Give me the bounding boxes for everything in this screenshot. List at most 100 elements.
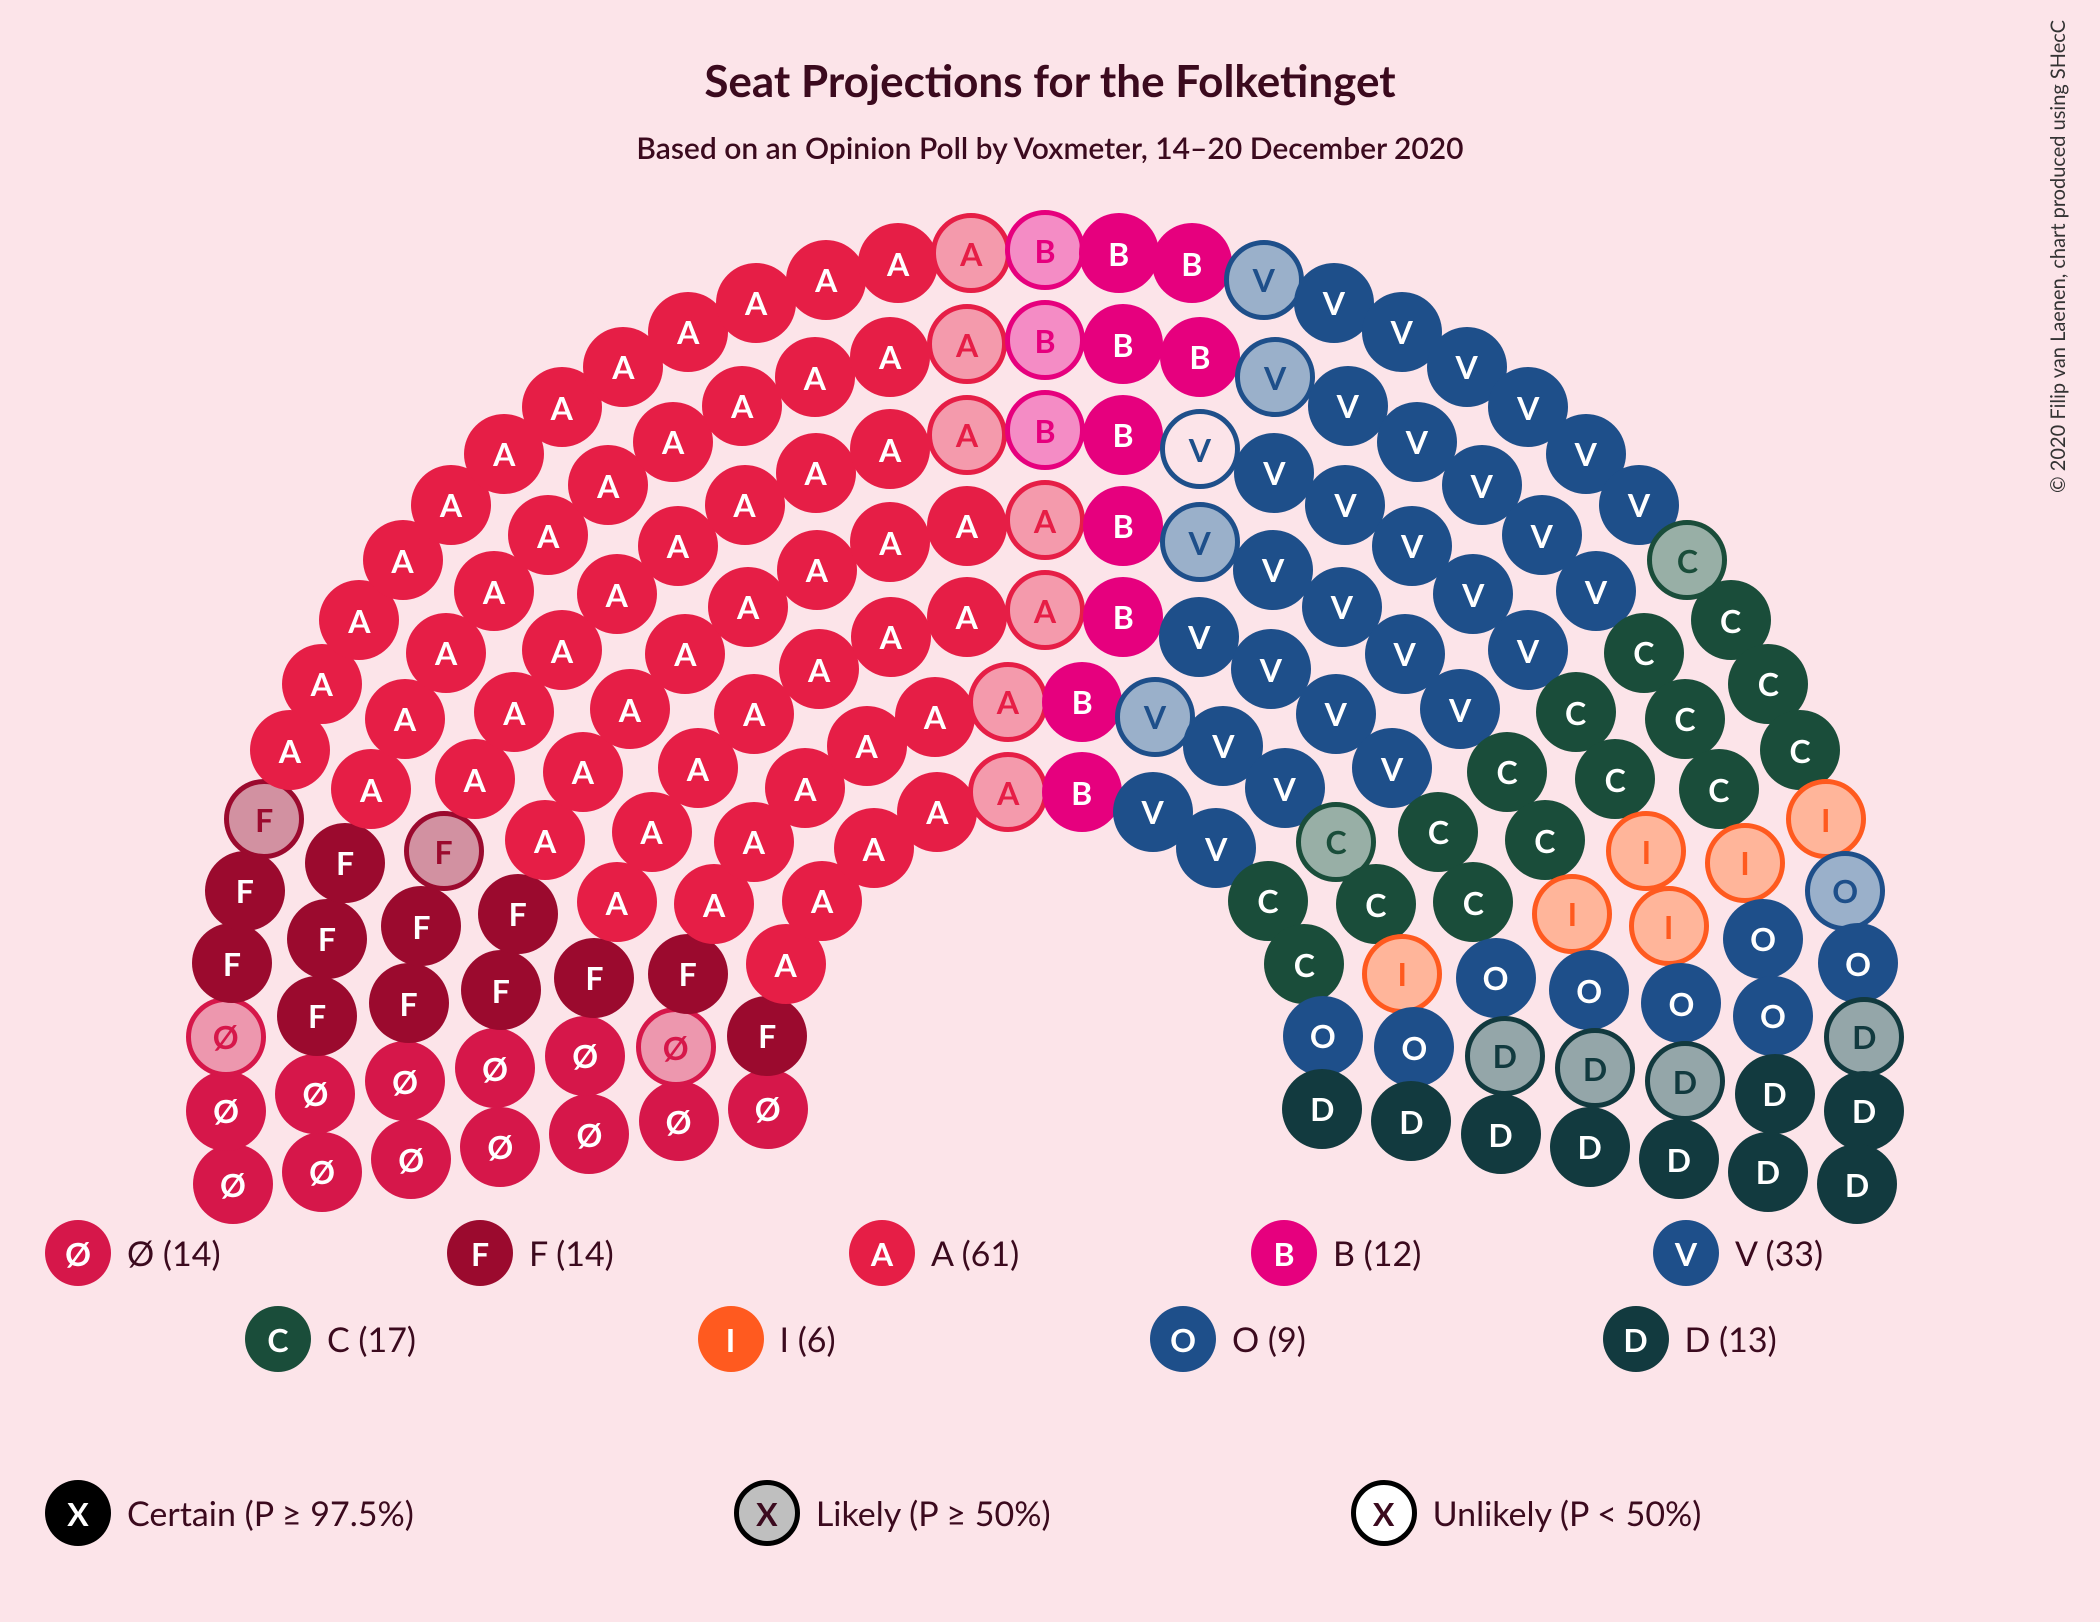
seat: F bbox=[287, 899, 367, 979]
prob-legend-swatch: X bbox=[734, 1480, 800, 1546]
seat: D bbox=[1645, 1041, 1725, 1121]
seat: A bbox=[858, 223, 938, 303]
legend-item: I I (6) bbox=[698, 1306, 1091, 1372]
seat: B bbox=[1083, 395, 1163, 475]
legend-label: I (6) bbox=[780, 1319, 836, 1360]
seat: C bbox=[1575, 739, 1655, 819]
seat: F bbox=[478, 874, 558, 954]
seat: I bbox=[1629, 886, 1709, 966]
credit-text: © 2020 Filip van Laenen, chart produced … bbox=[2046, 20, 2070, 493]
legend-label: O (9) bbox=[1232, 1319, 1306, 1360]
legend-row: CC (17) I I (6) O O (9) DD (13) bbox=[45, 1306, 2055, 1372]
seat: A bbox=[927, 577, 1007, 657]
seat: Ø bbox=[186, 997, 266, 1077]
seat: D bbox=[1282, 1069, 1362, 1149]
chart-title: Seat Projections for the Folketinget bbox=[0, 55, 2100, 107]
seat: A bbox=[633, 402, 713, 482]
seat: B bbox=[1042, 752, 1122, 832]
seat: O bbox=[1641, 963, 1721, 1043]
seat: F bbox=[205, 851, 285, 931]
legend-label: D (13) bbox=[1685, 1319, 1777, 1360]
seat: A bbox=[777, 530, 857, 610]
seat: Ø bbox=[549, 1094, 629, 1174]
seat: C bbox=[1398, 792, 1478, 872]
legend-item: O O (9) bbox=[1150, 1306, 1543, 1372]
legend-item: ØØ (14) bbox=[45, 1220, 387, 1286]
seat: C bbox=[1645, 679, 1725, 759]
seat: F bbox=[192, 923, 272, 1003]
seat: D bbox=[1550, 1107, 1630, 1187]
seat: V bbox=[1160, 502, 1240, 582]
hemicycle: ØØØØØØØØØØØØØØFFFFFFFFFFFFFFAAAAAAAAAAAA… bbox=[45, 200, 2045, 1100]
seat: I bbox=[1362, 934, 1442, 1014]
seat: F bbox=[554, 938, 634, 1018]
seat: A bbox=[850, 502, 930, 582]
legend-swatch: I bbox=[698, 1306, 764, 1372]
seat: A bbox=[850, 317, 930, 397]
seat: A bbox=[927, 395, 1007, 475]
legend-row: ØØ (14)FF (14)AA (61)BB (12)VV (33) bbox=[45, 1220, 2055, 1286]
seat: Ø bbox=[193, 1144, 273, 1224]
seat: C bbox=[1505, 800, 1585, 880]
seat: B bbox=[1083, 486, 1163, 566]
seat: D bbox=[1371, 1081, 1451, 1161]
seat: Ø bbox=[186, 1071, 266, 1151]
seat: D bbox=[1639, 1119, 1719, 1199]
seat: C bbox=[1467, 732, 1547, 812]
seat: D bbox=[1465, 1016, 1545, 1096]
legend-item: F F (14) bbox=[447, 1220, 789, 1286]
seat: B bbox=[1005, 300, 1085, 380]
seat: A bbox=[1005, 480, 1085, 560]
seat: Ø bbox=[371, 1119, 451, 1199]
seat: O bbox=[1805, 851, 1885, 931]
legend-swatch: O bbox=[1150, 1306, 1216, 1372]
seat: F bbox=[305, 823, 385, 903]
prob-legend-label: Certain (P ≥ 97.5%) bbox=[127, 1493, 414, 1534]
seat: A bbox=[776, 433, 856, 513]
seat: V bbox=[1224, 240, 1304, 320]
legend-item: CC (17) bbox=[245, 1306, 638, 1372]
seat: A bbox=[775, 337, 855, 417]
legend-label: A (61) bbox=[931, 1233, 1019, 1274]
prob-legend-item: X Likely (P ≥ 50%) bbox=[734, 1480, 1051, 1546]
seat: F bbox=[277, 976, 357, 1056]
legend-swatch: C bbox=[245, 1306, 311, 1372]
seat: F bbox=[381, 886, 461, 966]
seat: B bbox=[1042, 662, 1122, 742]
legend-swatch: V bbox=[1653, 1220, 1719, 1286]
seat: A bbox=[897, 772, 977, 852]
seat: A bbox=[927, 304, 1007, 384]
seat: B bbox=[1005, 390, 1085, 470]
seat: F bbox=[648, 934, 728, 1014]
seat: A bbox=[638, 506, 718, 586]
prob-legend-label: Likely (P ≥ 50%) bbox=[816, 1493, 1051, 1534]
legend-item: DD (13) bbox=[1603, 1306, 1996, 1372]
legend-label: F (14) bbox=[529, 1233, 614, 1274]
seat: C bbox=[1679, 749, 1759, 829]
seat: A bbox=[850, 409, 930, 489]
seat: C bbox=[1760, 710, 1840, 790]
seat: F bbox=[404, 811, 484, 891]
seat: A bbox=[708, 567, 788, 647]
seat: D bbox=[1817, 1144, 1897, 1224]
seat: V bbox=[1233, 530, 1313, 610]
legend-swatch: B bbox=[1251, 1220, 1317, 1286]
legend-swatch: F bbox=[447, 1220, 513, 1286]
seat: Ø bbox=[282, 1132, 362, 1212]
seat: A bbox=[786, 240, 866, 320]
seat: A bbox=[851, 597, 931, 677]
seat: I bbox=[1606, 811, 1686, 891]
seat: V bbox=[1308, 366, 1388, 446]
prob-legend-label: Unlikely (P < 50%) bbox=[1433, 1493, 1702, 1534]
prob-legend-swatch: X bbox=[1351, 1480, 1417, 1546]
seat: Ø bbox=[460, 1107, 540, 1187]
prob-legend-swatch: X bbox=[45, 1480, 111, 1546]
seat: O bbox=[1818, 923, 1898, 1003]
legend-item: VV (33) bbox=[1653, 1220, 1995, 1286]
seat: O bbox=[1456, 938, 1536, 1018]
seat: A bbox=[927, 486, 1007, 566]
seat: A bbox=[505, 800, 585, 880]
seat: B bbox=[1160, 317, 1240, 397]
prob-legend-item: X Certain (P ≥ 97.5%) bbox=[45, 1480, 414, 1546]
seat: A bbox=[931, 213, 1011, 293]
